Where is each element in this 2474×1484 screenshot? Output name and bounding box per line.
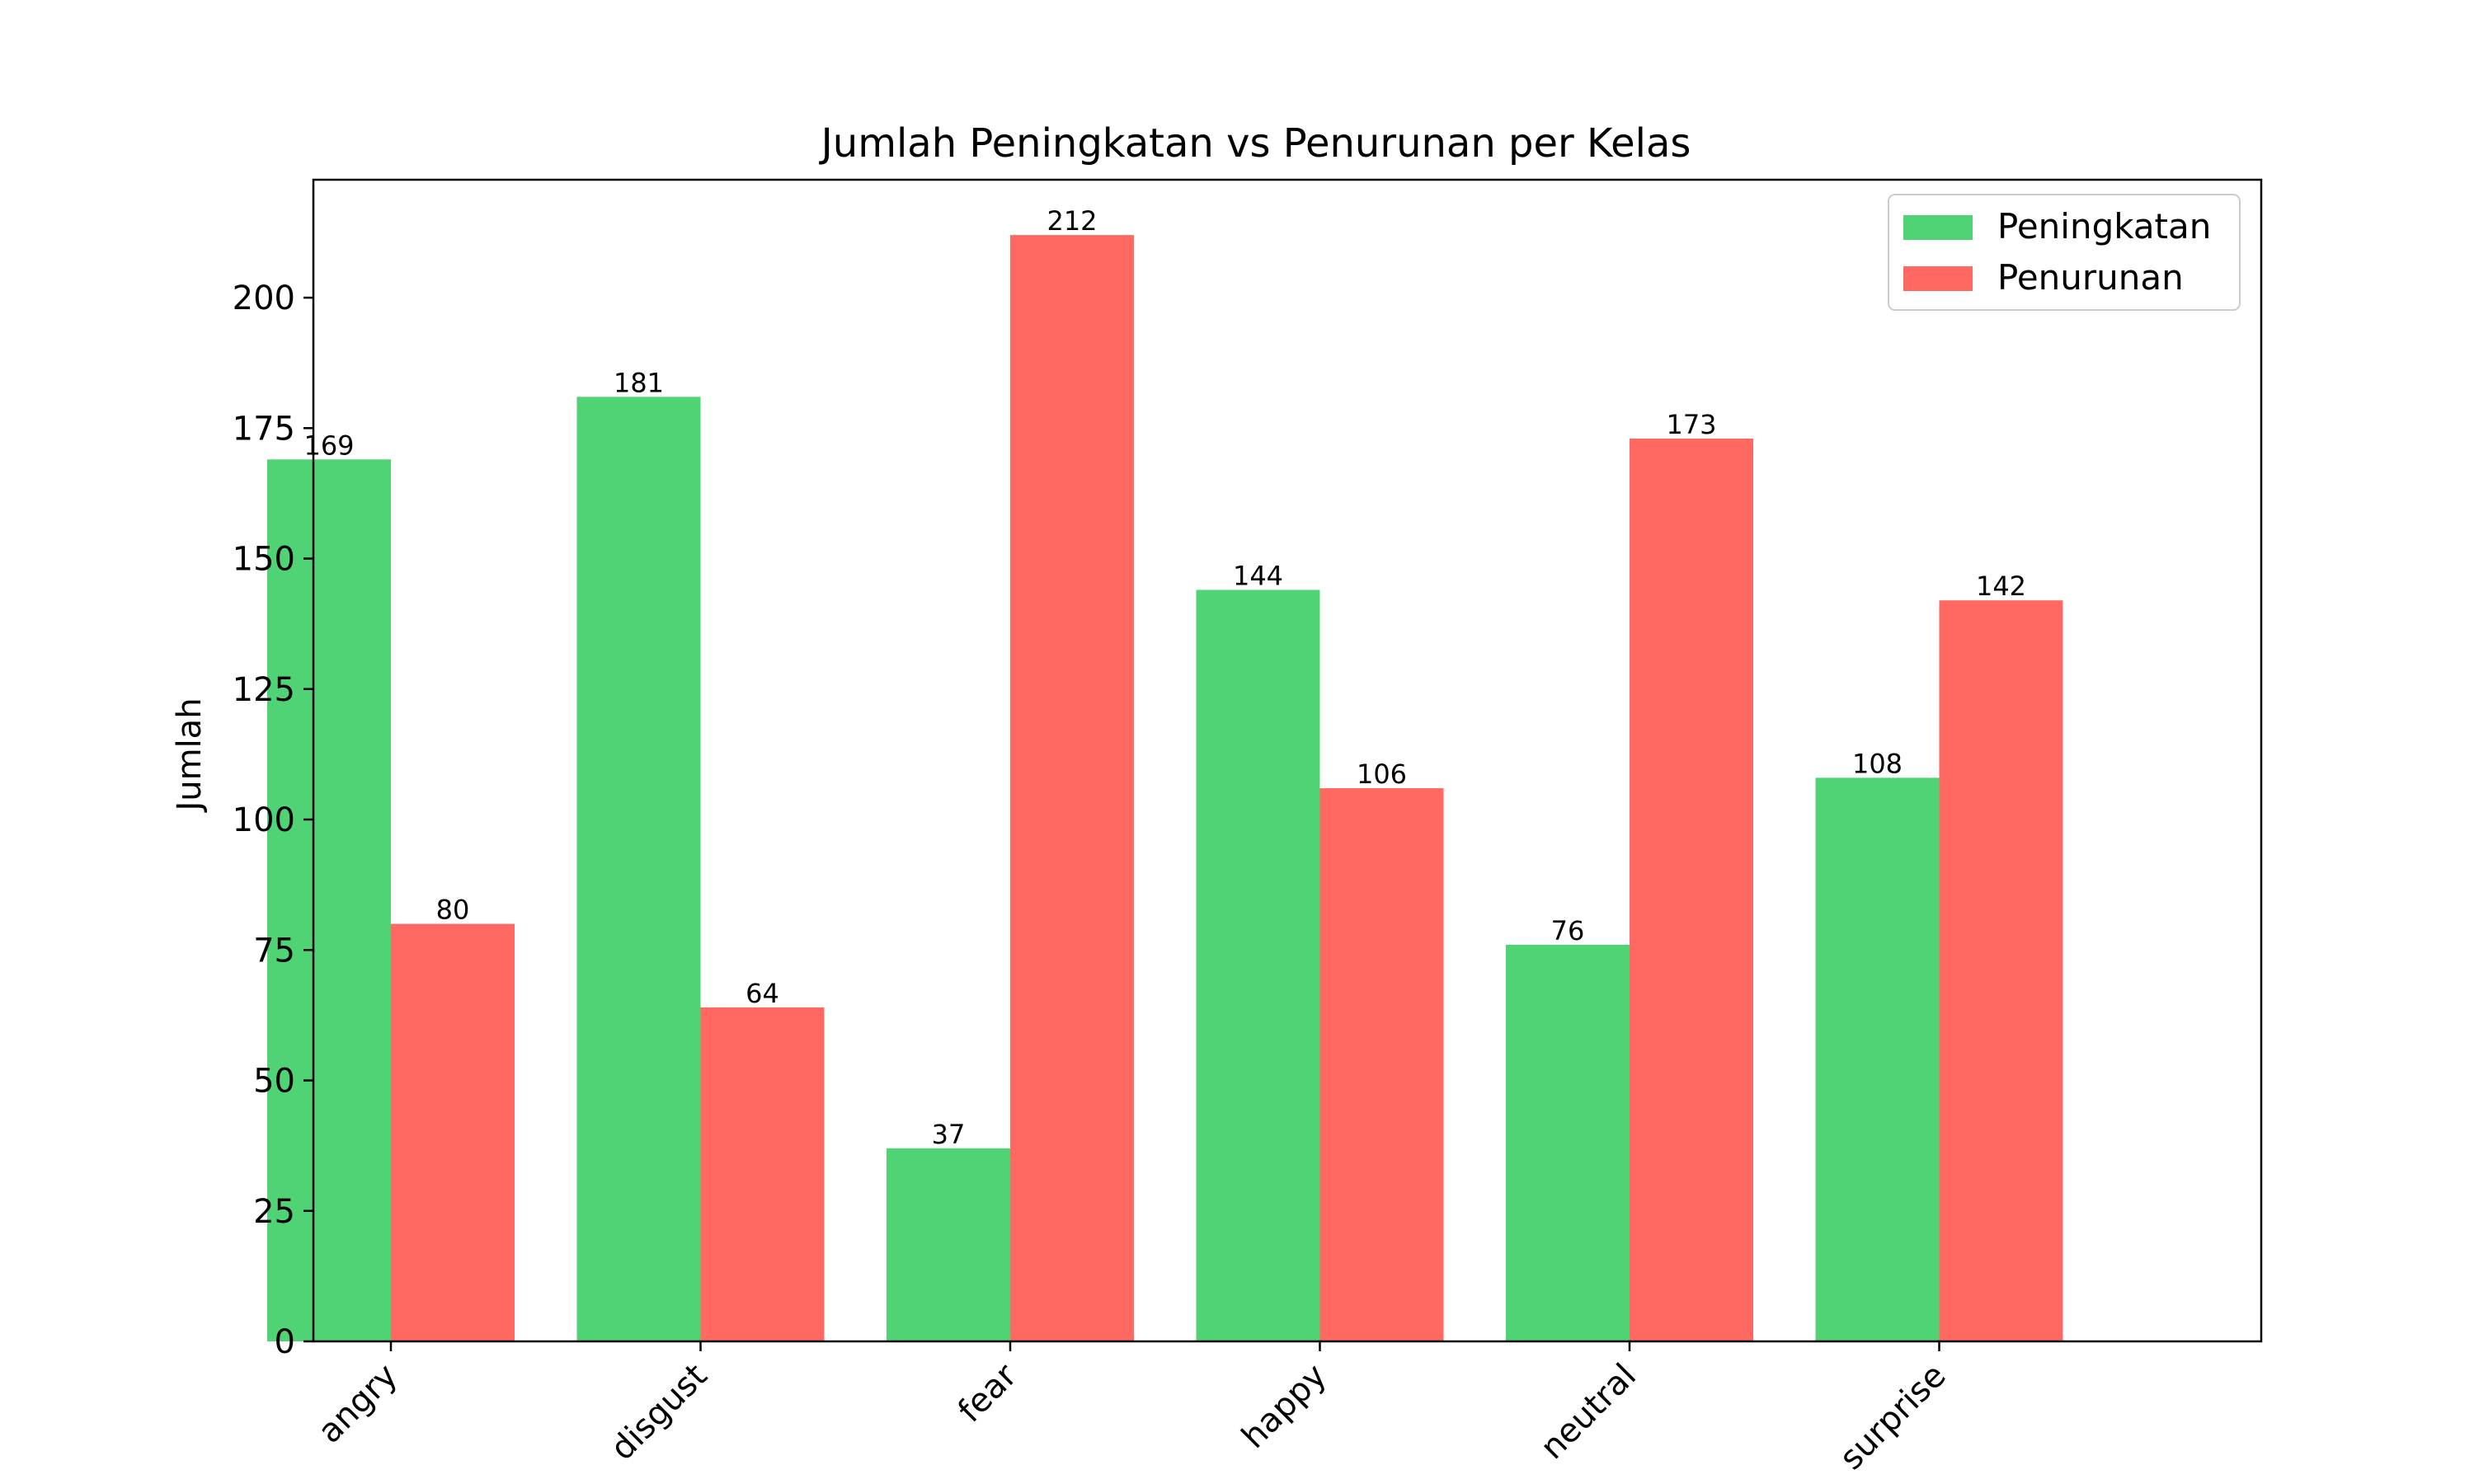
bar-penurunan-happy <box>1319 788 1444 1341</box>
legend-swatch-penurunan <box>1903 266 1973 291</box>
data-label-penurunan-disgust: 64 <box>745 978 779 1009</box>
bar-peningkatan-disgust <box>576 397 701 1342</box>
x-axis-ticks: angry disgust fear happy neutral surprise <box>311 1341 1954 1477</box>
plot-area-frame <box>312 178 2263 1343</box>
legend-swatch-peningkatan <box>1903 215 1973 240</box>
y-tick-label: 150 <box>233 541 295 579</box>
x-tick-label-happy: happy <box>1235 1357 1333 1456</box>
bar-penurunan-neutral <box>1630 438 1753 1341</box>
x-tick-label-surprise: surprise <box>1832 1357 1953 1477</box>
bar-peningkatan-happy <box>1196 589 1320 1341</box>
data-label-peningkatan-surprise: 108 <box>1852 748 1903 779</box>
y-axis-label: Jumlah <box>171 697 209 813</box>
data-label-peningkatan-disgust: 181 <box>614 367 664 398</box>
data-label-penurunan-angry: 80 <box>436 895 470 926</box>
y-tick-label: 75 <box>253 932 295 970</box>
y-tick-label: 100 <box>233 801 295 839</box>
data-label-peningkatan-neutral: 76 <box>1551 915 1585 946</box>
chart-title: Jumlah Peningkatan vs Penurunan per Kela… <box>819 120 1691 167</box>
bar-peningkatan-neutral <box>1506 944 1630 1341</box>
data-label-penurunan-neutral: 173 <box>1666 409 1716 440</box>
data-labels-group: 169 181 37 144 76 108 80 64 212 106 173 142 <box>303 205 2026 1150</box>
data-label-penurunan-surprise: 142 <box>1976 571 2026 602</box>
y-tick-label: 50 <box>253 1063 295 1101</box>
y-tick-label: 175 <box>233 410 295 448</box>
data-label-peningkatan-happy: 144 <box>1233 561 1283 592</box>
data-label-penurunan-happy: 106 <box>1357 758 1407 790</box>
legend-label-peningkatan: Peningkatan <box>1997 206 2211 247</box>
y-tick-label: 125 <box>233 671 295 709</box>
bar-peningkatan-surprise <box>1815 777 1940 1341</box>
y-tick-label: 0 <box>275 1323 295 1361</box>
bars-group <box>267 235 2063 1342</box>
data-label-peningkatan-angry: 169 <box>303 430 354 461</box>
legend-box <box>1888 194 2241 311</box>
y-axis-ticks: 0 25 50 75 100 125 150 175 200 <box>233 279 313 1361</box>
data-label-penurunan-fear: 212 <box>1047 205 1097 237</box>
bar-penurunan-angry <box>391 923 515 1341</box>
x-tick-label-disgust: disgust <box>604 1357 715 1468</box>
x-tick-label-fear: fear <box>951 1356 1024 1430</box>
bar-peningkatan-angry <box>267 459 391 1341</box>
bar-peningkatan-fear <box>887 1148 1010 1341</box>
y-tick-label: 25 <box>253 1193 295 1231</box>
bar-penurunan-surprise <box>1939 600 2063 1341</box>
legend-label-penurunan: Penurunan <box>1997 257 2184 298</box>
y-tick-label: 200 <box>233 279 295 317</box>
x-tick-label-neutral: neutral <box>1533 1357 1644 1468</box>
data-label-peningkatan-fear: 37 <box>932 1119 966 1150</box>
x-tick-label-angry: angry <box>311 1357 405 1451</box>
bar-penurunan-disgust <box>700 1007 825 1341</box>
bar-penurunan-fear <box>1010 235 1134 1342</box>
legend: Peningkatan Penurunan <box>1888 194 2241 311</box>
